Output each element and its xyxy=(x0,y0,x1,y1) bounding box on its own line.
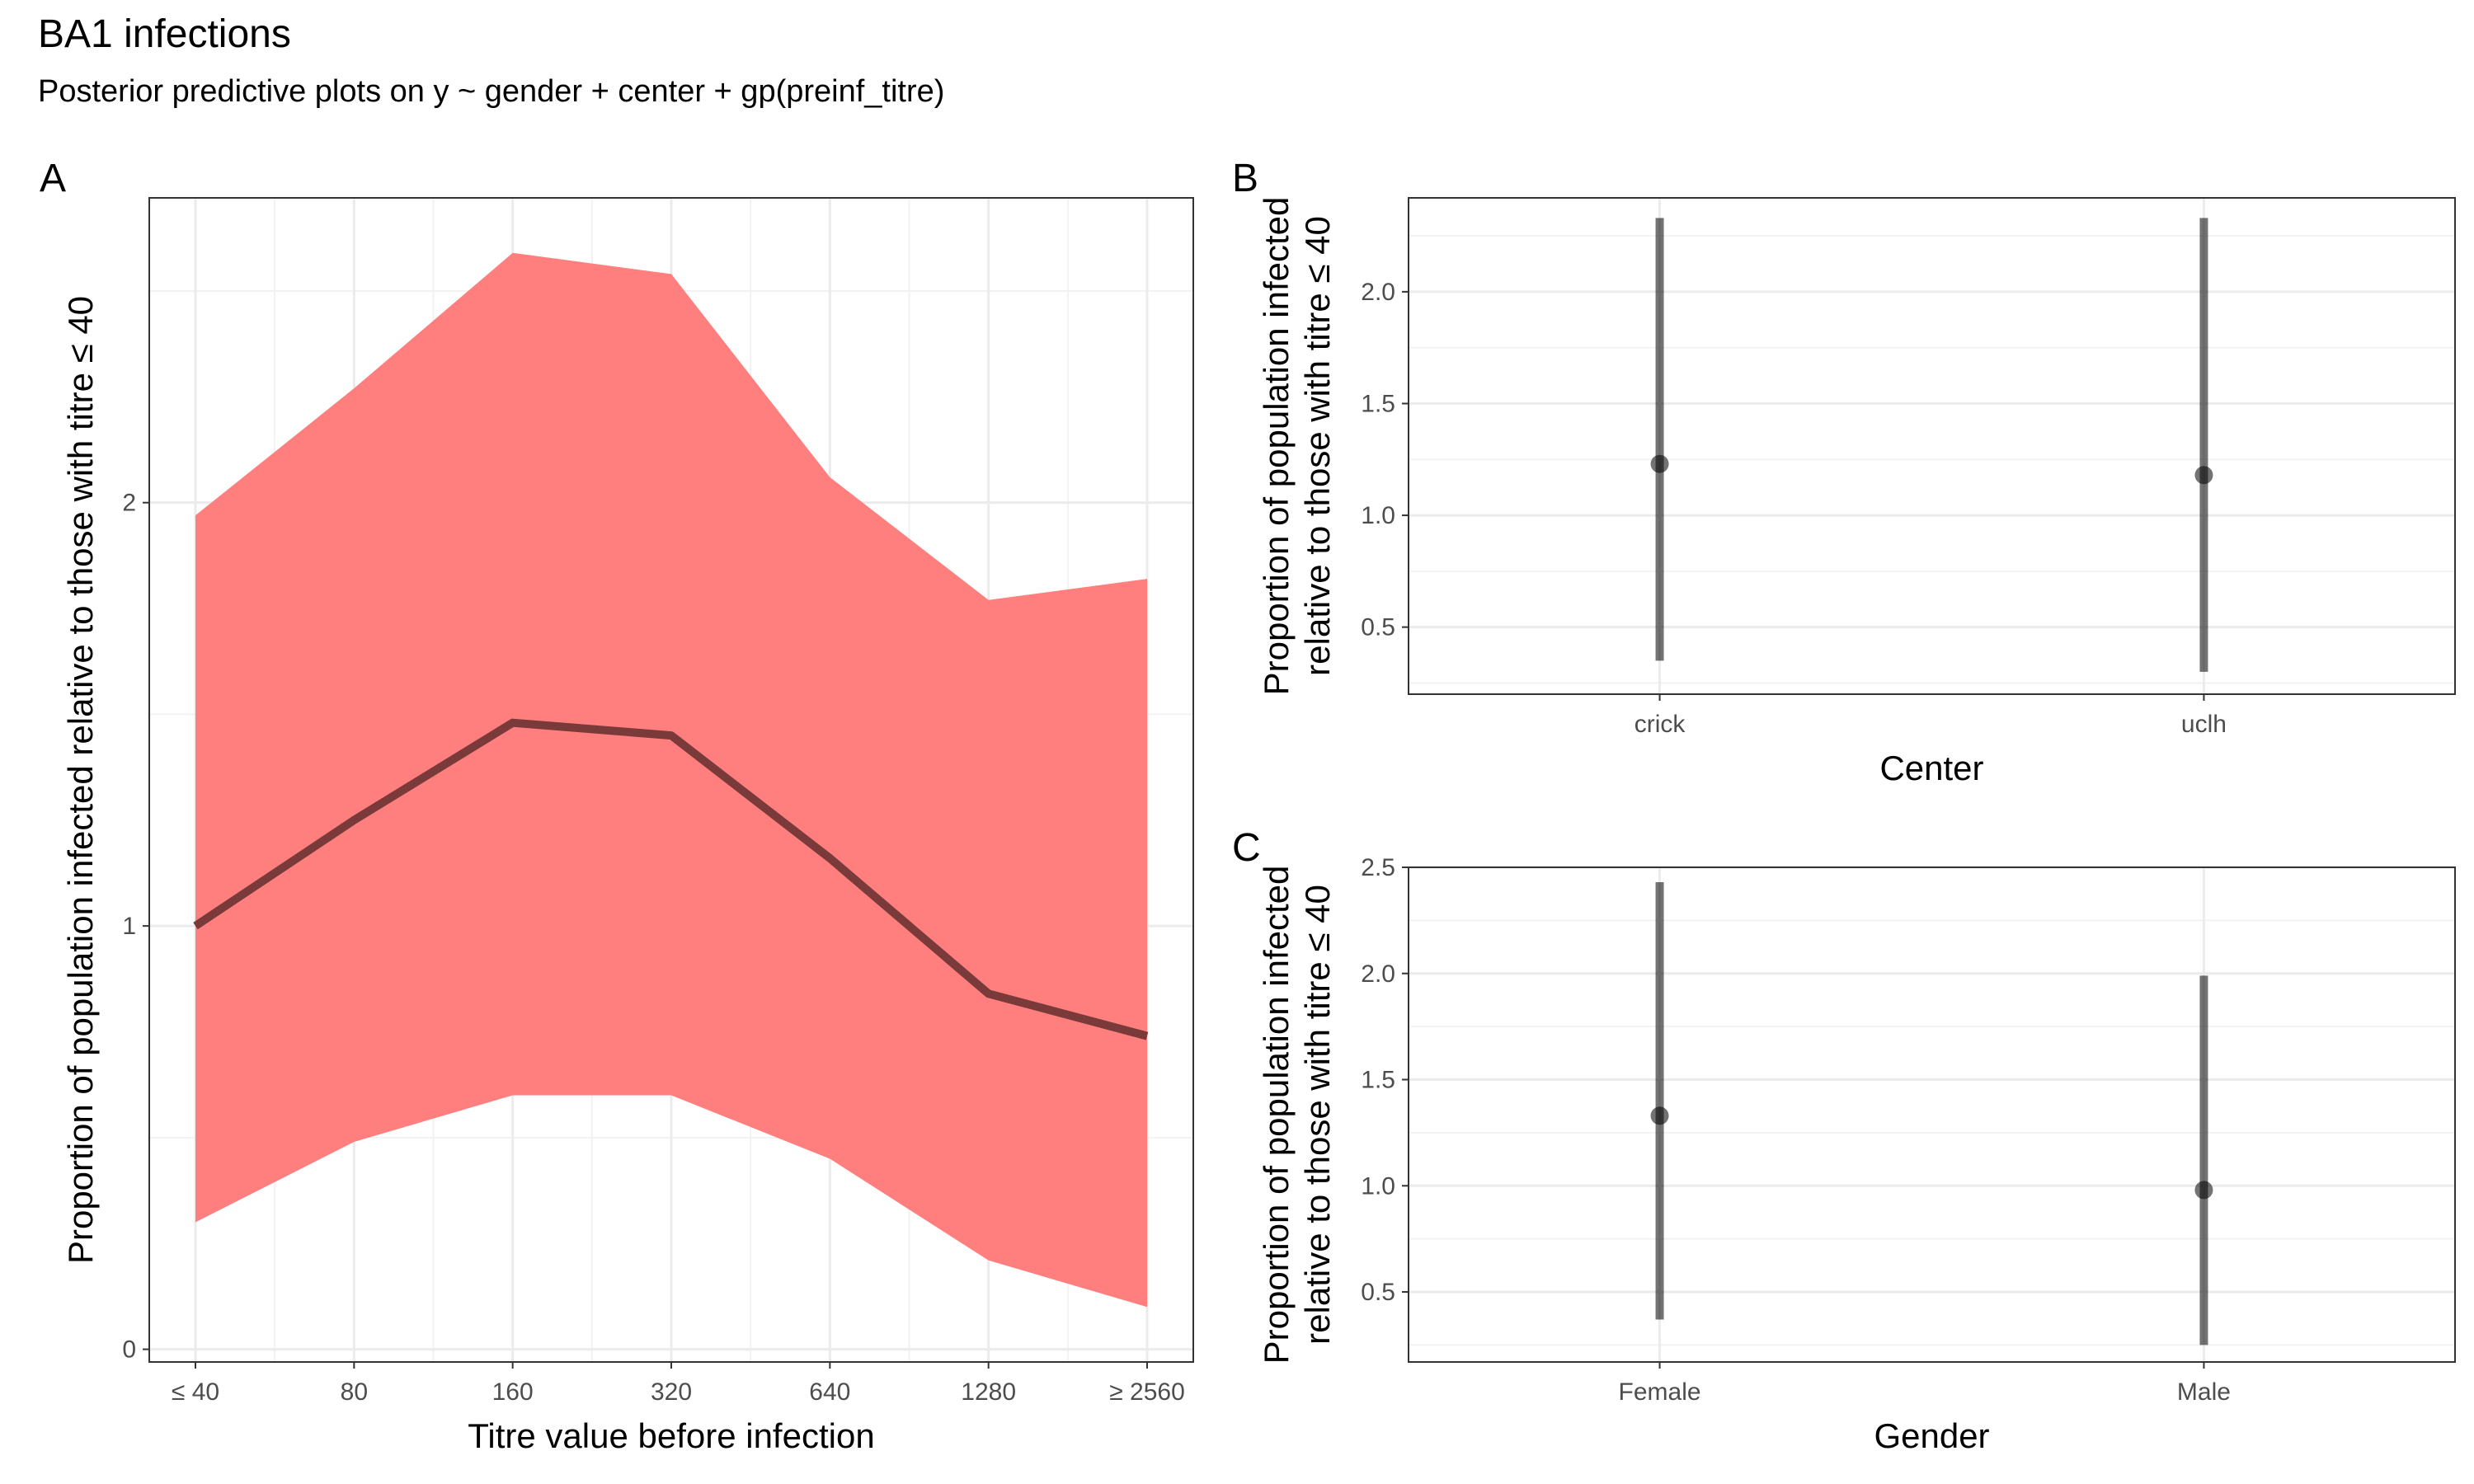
x-tick-label: 320 xyxy=(651,1378,692,1406)
figure-subtitle: Posterior predictive plots on y ~ gender… xyxy=(38,74,945,109)
estimate-point xyxy=(2194,466,2213,485)
y-tick-label: 0 xyxy=(122,1336,136,1364)
figure-title: BA1 infections xyxy=(38,12,291,56)
x-tick-label: Female xyxy=(1619,1378,1701,1406)
x-tick-label: 160 xyxy=(492,1378,534,1406)
x-tick-label: 640 xyxy=(809,1378,850,1406)
y-axis-label: Proportion of population infectedrelativ… xyxy=(1257,197,1337,696)
panel-tag-B: B xyxy=(1232,157,1258,200)
estimate-point xyxy=(1650,1106,1669,1125)
y-axis-label-line: Proportion of population infected xyxy=(1257,197,1296,696)
x-axis-label: Titre value before infection xyxy=(468,1416,874,1455)
x-tick-label: crick xyxy=(1634,711,1686,738)
estimate-point xyxy=(1650,454,1669,473)
x-tick-label: ≤ 40 xyxy=(172,1378,219,1406)
y-axis-label-line: Proportion of population infected xyxy=(1257,866,1296,1364)
x-tick-label: 1280 xyxy=(961,1378,1016,1406)
y-tick-label: 1.0 xyxy=(1361,502,1395,529)
y-tick-label: 1.0 xyxy=(1361,1172,1395,1200)
y-tick-label: 1 xyxy=(122,913,136,940)
y-axis-label: Proportion of population infectedrelativ… xyxy=(1257,866,1337,1364)
x-tick-label: uclh xyxy=(2181,711,2227,738)
panel-border xyxy=(1408,866,2456,1363)
panel-tag-A: A xyxy=(40,157,66,200)
credible-interval-band xyxy=(195,252,1147,1308)
y-axis-label-line: relative to those with titre ≤ 40 xyxy=(1298,885,1337,1345)
y-tick-label: 0.5 xyxy=(1361,1279,1395,1306)
panel-border xyxy=(1408,197,2456,695)
x-axis-label: Center xyxy=(1879,749,1983,787)
x-tick-label: ≥ 2560 xyxy=(1109,1378,1185,1406)
y-tick-label: 2.0 xyxy=(1361,960,1395,988)
x-tick-label: Male xyxy=(2177,1378,2231,1406)
estimate-point xyxy=(2194,1181,2213,1200)
y-tick-label: 1.5 xyxy=(1361,390,1395,417)
y-axis-label: Proportion of population infected relati… xyxy=(61,296,100,1264)
y-tick-label: 2.0 xyxy=(1361,279,1395,306)
y-tick-label: 1.5 xyxy=(1361,1067,1395,1094)
y-tick-label: 2 xyxy=(122,490,136,517)
x-axis-label: Gender xyxy=(1874,1416,1989,1455)
y-axis-label-line: relative to those with titre ≤ 40 xyxy=(1298,216,1337,676)
y-tick-label: 0.5 xyxy=(1361,614,1395,641)
y-tick-label: 2.5 xyxy=(1361,854,1395,881)
panel-tag-C: C xyxy=(1232,826,1261,870)
x-tick-label: 80 xyxy=(341,1378,368,1406)
